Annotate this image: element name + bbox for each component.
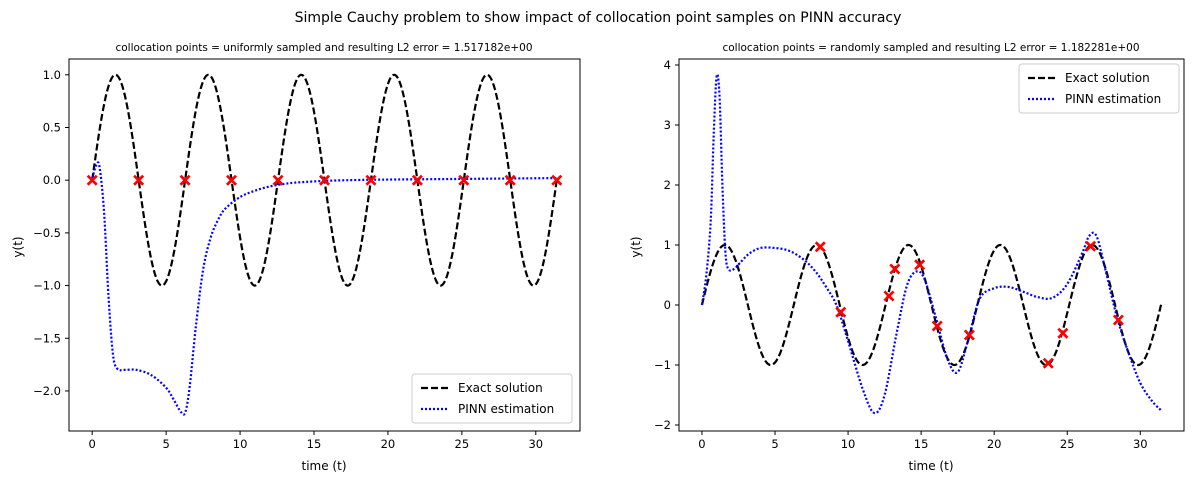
left-legend-box	[411, 373, 573, 424]
right-collocation-point-marker	[835, 306, 847, 318]
right-y-tick-label: 1	[664, 238, 671, 252]
right-collocation-point-marker	[1112, 314, 1124, 326]
left-legend-exact-label: Exact solution	[458, 381, 543, 395]
right-y-tick-label: −1	[654, 358, 671, 372]
right-x-axis-label: time (t)	[909, 459, 954, 473]
left-y-tick-label: −1.0	[33, 279, 61, 293]
left-collocation-point-marker	[458, 174, 470, 186]
right-x-tick-label: 30	[1133, 437, 1148, 451]
left-legend: Exact solution PINN estimation	[411, 373, 573, 424]
left-panel: collocation points = uniformly sampled a…	[11, 42, 581, 473]
left-collocation-point-marker	[411, 174, 423, 186]
right-legend-pinn-label: PINN estimation	[1065, 92, 1161, 106]
left-plot-area: 0 5 10 15 20 25 30 −2.0 −1.5 −1.0 −0.5 0.0 0.5 1.0	[33, 58, 581, 451]
left-y-tick-label: 0.5	[43, 120, 61, 134]
figure-suptitle: Simple Cauchy problem to show impact of …	[295, 10, 902, 26]
left-collocation-point-marker	[179, 174, 191, 186]
right-legend: Exact solution PINN estimation	[1018, 63, 1180, 114]
left-collocation-point-marker	[319, 174, 330, 186]
right-collocation-point-marker	[889, 263, 901, 275]
right-y-tick-label: 0	[664, 298, 671, 312]
right-collocation-point-marker	[931, 320, 943, 332]
left-pinn-estimation-line	[91, 161, 557, 416]
left-y-tick-label: 1.0	[43, 68, 61, 82]
right-x-tick-label: 0	[698, 437, 705, 451]
right-collocation-point-marker	[814, 241, 826, 253]
left-legend-pinn-label: PINN estimation	[458, 402, 554, 416]
left-panel-title: collocation points = uniformly sampled a…	[115, 42, 532, 54]
left-x-tick-label: 0	[89, 437, 96, 451]
right-collocation-point-marker	[883, 290, 895, 302]
right-exact-solution-line	[700, 243, 1163, 367]
left-y-axis-label: y(t)	[11, 236, 25, 257]
right-panel: collocation points = randomly sampled an…	[629, 42, 1185, 473]
right-y-tick-label: −2	[654, 418, 671, 432]
right-x-tick-label: 15	[914, 437, 929, 451]
left-y-tick-label: −1.5	[33, 331, 61, 345]
left-x-axis-label: time (t)	[302, 459, 347, 473]
right-collocation-point-marker	[1042, 357, 1054, 369]
left-collocation-point-marker	[226, 174, 237, 186]
left-axes-frame	[68, 58, 581, 432]
left-x-tick-label: 15	[307, 437, 322, 451]
left-x-tick-label: 10	[233, 437, 248, 451]
right-axes-frame	[678, 58, 1185, 432]
left-collocation-point-marker	[133, 174, 145, 186]
right-y-tick-label: 4	[664, 58, 671, 72]
right-collocation-point-marker	[914, 259, 926, 271]
left-x-tick-label: 5	[162, 437, 169, 451]
left-collocation-point-marker	[272, 174, 284, 186]
right-x-tick-label: 20	[987, 437, 1002, 451]
right-legend-exact-label: Exact solution	[1065, 71, 1150, 85]
left-collocation-point-marker	[504, 174, 516, 186]
right-y-axis-label: y(t)	[629, 236, 643, 257]
left-collocation-point-marker	[365, 174, 377, 186]
right-x-tick-label: 10	[841, 437, 856, 451]
right-panel-title: collocation points = randomly sampled an…	[722, 42, 1139, 54]
right-x-tick-label: 5	[771, 437, 778, 451]
right-y-tick-label: 3	[664, 118, 671, 132]
left-x-tick-label: 20	[381, 437, 396, 451]
left-x-tick-label: 25	[455, 437, 470, 451]
right-plot-area: 0 5 10 15 20 25 30 −2 −1 0 1 2 3 4	[654, 58, 1185, 451]
left-y-tick-label: 0.0	[43, 173, 61, 187]
left-y-tick-label: −0.5	[33, 226, 61, 240]
right-collocation-point-marker	[963, 329, 975, 341]
right-collocation-point-marker	[1085, 240, 1097, 252]
left-x-tick-label: 30	[528, 437, 543, 451]
right-collocation-point-marker	[1057, 327, 1069, 339]
right-legend-box	[1018, 63, 1180, 114]
right-y-tick-label: 2	[664, 178, 671, 192]
left-collocation-point-marker	[86, 174, 98, 186]
left-y-tick-label: −2.0	[33, 384, 61, 398]
right-pinn-estimation-line	[700, 73, 1162, 415]
right-x-tick-label: 25	[1060, 437, 1075, 451]
left-collocation-point-marker	[551, 174, 563, 186]
